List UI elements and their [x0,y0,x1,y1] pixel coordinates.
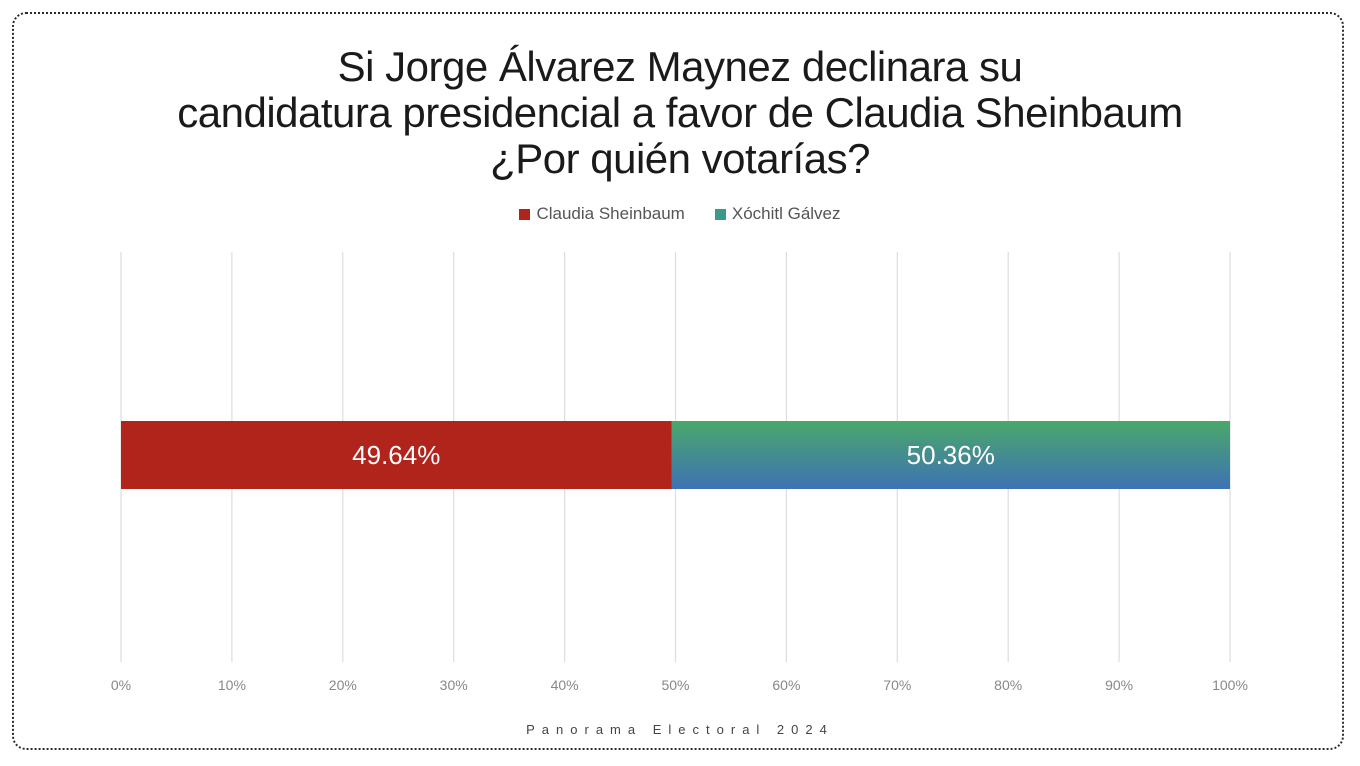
chart-title: Si Jorge Álvarez Maynez declinara su can… [0,44,1360,182]
legend-swatch-galvez [714,208,726,220]
legend-item-galvez: Xóchitl Gálvez [714,204,841,224]
x-tick-label: 0% [111,677,131,693]
chart-frame [12,12,1344,750]
bar-galvez [671,421,1230,489]
chart-legend: Claudia Sheinbaum Xóchitl Gálvez [0,204,1360,224]
x-tick-label: 90% [1105,677,1133,693]
x-tick-label: 60% [772,677,800,693]
x-tick-label: 80% [994,677,1022,693]
legend-item-sheinbaum: Claudia Sheinbaum [519,204,685,224]
legend-swatch-sheinbaum [519,208,531,220]
x-tick-label: 20% [329,677,357,693]
legend-label-galvez: Xóchitl Gálvez [731,204,841,223]
legend-label-sheinbaum: Claudia Sheinbaum [536,204,685,223]
x-tick-label: 100% [1212,677,1248,693]
x-tick-label: 10% [218,677,246,693]
bar-galvez-label: 50.36% [907,440,995,470]
x-tick-label: 30% [440,677,468,693]
footer-credit: Panorama Electoral 2024 [526,722,834,737]
x-tick-label: 50% [661,677,689,693]
title-line-1: Si Jorge Álvarez Maynez declinara su [337,43,1023,90]
x-axis-ticks: 0% 10% 20% 30% 40% 50% 60% 70% 80% 90% 100% [111,677,1248,693]
x-tick-label: 40% [551,677,579,693]
bar-labels: 49.64% 50.36% [352,440,995,470]
bars [121,421,1230,489]
title-line-3: ¿Por quién votarías? [490,135,870,182]
bar-sheinbaum [121,421,672,489]
title-line-2: candidatura presidencial a favor de Clau… [177,89,1183,136]
x-tick-label: 70% [883,677,911,693]
bar-sheinbaum-label: 49.64% [352,440,440,470]
